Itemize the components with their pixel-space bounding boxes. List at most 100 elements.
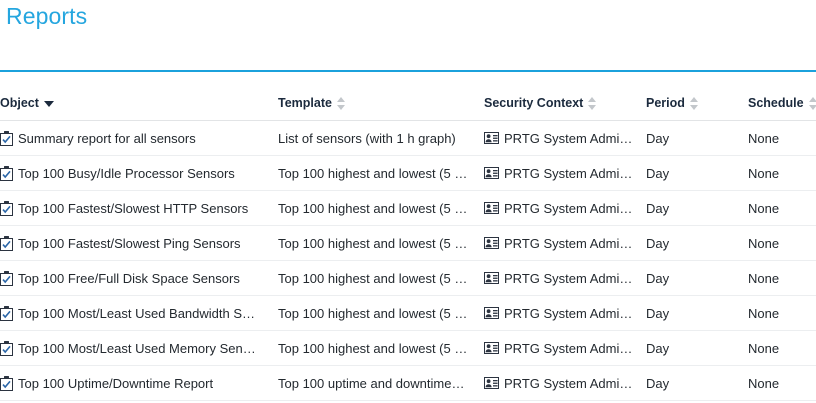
user-id-card-icon	[484, 237, 499, 249]
security-context-name: PRTG System Admi…	[504, 305, 633, 321]
cell-period: Day	[646, 330, 748, 366]
sort-both-icon[interactable]	[808, 96, 816, 110]
user-id-card-icon	[484, 272, 499, 284]
report-name-link[interactable]: Top 100 Fastest/Slowest HTTP Sensors	[18, 200, 249, 216]
user-id-card-icon	[484, 377, 499, 389]
cell-security-context: PRTG System Admi…	[484, 190, 646, 226]
table-row[interactable]: Top 100 Fastest/Slowest Ping Sensors Top …	[0, 225, 816, 261]
report-name-link[interactable]: Top 100 Most/Least Used Memory Sen…	[18, 340, 256, 356]
report-name-link[interactable]: Top 100 Busy/Idle Processor Sensors	[18, 165, 235, 181]
template-name: Top 100 uptime and downtime…	[278, 375, 465, 391]
cell-period: Day	[646, 225, 748, 261]
cell-schedule: None	[748, 260, 816, 296]
cell-template: Top 100 highest and lowest (5 …	[278, 260, 484, 296]
cell-object[interactable]: Top 100 Most/Least Used Memory Sen…	[0, 330, 278, 366]
report-name-link[interactable]: Summary report for all sensors	[18, 130, 196, 146]
user-id-card-icon	[484, 342, 499, 354]
table-row[interactable]: Top 100 Busy/Idle Processor Sensors Top 1…	[0, 155, 816, 191]
schedule-value: None	[748, 375, 780, 391]
security-context-name: PRTG System Admi…	[504, 165, 633, 181]
security-context-name: PRTG System Admi…	[504, 340, 633, 356]
cell-schedule: None	[748, 225, 816, 261]
table-row[interactable]: Top 100 Most/Least Used Bandwidth S… Top …	[0, 295, 816, 331]
period-value: Day	[646, 235, 670, 251]
table-row[interactable]: Top 100 Uptime/Downtime Report Top 100 up…	[0, 365, 816, 401]
cell-schedule: None	[748, 295, 816, 331]
title-divider	[0, 70, 816, 72]
report-clipboard-icon	[0, 130, 13, 146]
cell-object[interactable]: Top 100 Fastest/Slowest Ping Sensors	[0, 225, 278, 261]
cell-period: Day	[646, 155, 748, 191]
cell-object[interactable]: Top 100 Fastest/Slowest HTTP Sensors	[0, 190, 278, 226]
security-context-name: PRTG System Admi…	[504, 235, 633, 251]
report-clipboard-icon	[0, 340, 13, 356]
period-value: Day	[646, 270, 670, 286]
report-clipboard-icon	[0, 235, 13, 251]
cell-schedule: None	[748, 190, 816, 226]
reports-table-container: Object Template Security Context	[0, 96, 816, 401]
reports-table: Object Template Security Context	[0, 96, 816, 401]
cell-template: Top 100 highest and lowest (5 …	[278, 155, 484, 191]
report-name-link[interactable]: Top 100 Most/Least Used Bandwidth S…	[18, 305, 256, 321]
sort-both-icon[interactable]	[336, 96, 346, 110]
report-clipboard-icon	[0, 200, 13, 216]
period-value: Day	[646, 375, 670, 391]
cell-schedule: None	[748, 365, 816, 401]
column-header-template-label: Template	[278, 96, 332, 110]
column-header-security-context[interactable]: Security Context	[484, 96, 646, 121]
security-context-name: PRTG System Admi…	[504, 375, 633, 391]
cell-period: Day	[646, 260, 748, 296]
template-name: List of sensors (with 1 h graph)	[278, 130, 456, 146]
cell-template: Top 100 highest and lowest (5 …	[278, 330, 484, 366]
cell-object[interactable]: Summary report for all sensors	[0, 120, 278, 156]
cell-schedule: None	[748, 155, 816, 191]
table-row[interactable]: Summary report for all sensors List of se…	[0, 120, 816, 156]
schedule-value: None	[748, 270, 780, 286]
period-value: Day	[646, 340, 670, 356]
column-header-schedule[interactable]: Schedule	[748, 96, 816, 121]
table-header-row: Object Template Security Context	[0, 96, 816, 121]
sort-descending-icon[interactable]	[43, 101, 54, 107]
table-row[interactable]: Top 100 Fastest/Slowest HTTP Sensors Top …	[0, 190, 816, 226]
cell-template: Top 100 uptime and downtime…	[278, 365, 484, 401]
report-name-link[interactable]: Top 100 Uptime/Downtime Report	[18, 375, 214, 391]
column-header-object[interactable]: Object	[0, 96, 278, 121]
reports-table-body: Summary report for all sensors List of se…	[0, 120, 816, 401]
cell-security-context: PRTG System Admi…	[484, 260, 646, 296]
user-id-card-icon	[484, 307, 499, 319]
report-name-link[interactable]: Top 100 Fastest/Slowest Ping Sensors	[18, 235, 241, 251]
cell-security-context: PRTG System Admi…	[484, 330, 646, 366]
schedule-value: None	[748, 235, 780, 251]
cell-template: Top 100 highest and lowest (5 …	[278, 190, 484, 226]
template-name: Top 100 highest and lowest (5 …	[278, 270, 468, 286]
template-name: Top 100 highest and lowest (5 …	[278, 165, 468, 181]
template-name: Top 100 highest and lowest (5 …	[278, 340, 468, 356]
column-header-schedule-label: Schedule	[748, 96, 804, 110]
sort-both-icon[interactable]	[588, 96, 597, 110]
cell-period: Day	[646, 120, 748, 156]
table-row[interactable]: Top 100 Free/Full Disk Space Sensors Top …	[0, 260, 816, 296]
cell-object[interactable]: Top 100 Free/Full Disk Space Sensors	[0, 260, 278, 296]
report-name-link[interactable]: Top 100 Free/Full Disk Space Sensors	[18, 270, 240, 286]
cell-object[interactable]: Top 100 Busy/Idle Processor Sensors	[0, 155, 278, 191]
column-header-template[interactable]: Template	[278, 96, 484, 121]
cell-schedule: None	[748, 120, 816, 156]
user-id-card-icon	[484, 202, 499, 214]
template-name: Top 100 highest and lowest (5 …	[278, 305, 468, 321]
period-value: Day	[646, 305, 670, 321]
template-name: Top 100 highest and lowest (5 …	[278, 235, 468, 251]
cell-object[interactable]: Top 100 Most/Least Used Bandwidth S…	[0, 295, 278, 331]
column-header-period[interactable]: Period	[646, 96, 748, 121]
cell-template: List of sensors (with 1 h graph)	[278, 120, 484, 156]
schedule-value: None	[748, 165, 780, 181]
cell-template: Top 100 highest and lowest (5 …	[278, 295, 484, 331]
table-row[interactable]: Top 100 Most/Least Used Memory Sen… Top 1…	[0, 330, 816, 366]
report-clipboard-icon	[0, 270, 13, 286]
schedule-value: None	[748, 305, 780, 321]
sort-both-icon[interactable]	[689, 96, 699, 110]
cell-schedule: None	[748, 330, 816, 366]
schedule-value: None	[748, 130, 780, 146]
cell-security-context: PRTG System Admi…	[484, 365, 646, 401]
cell-object[interactable]: Top 100 Uptime/Downtime Report	[0, 365, 278, 401]
